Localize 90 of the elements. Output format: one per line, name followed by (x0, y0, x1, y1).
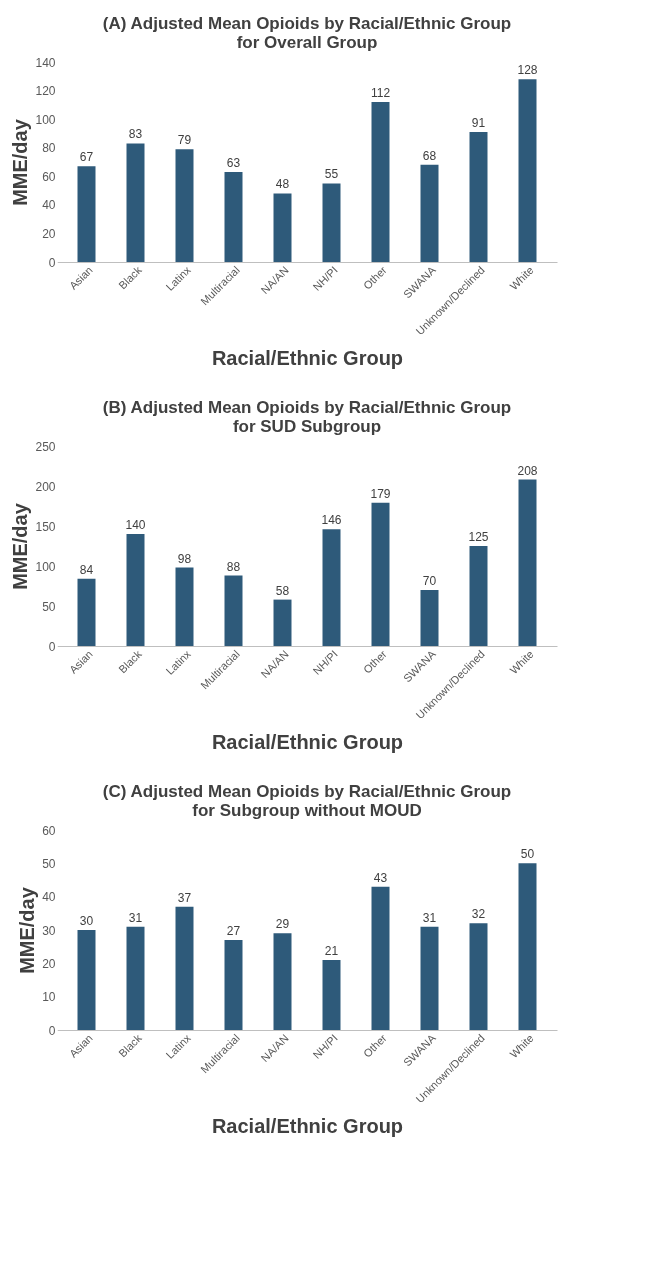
data-label: 91 (471, 116, 486, 130)
y-tick-label: 40 (42, 198, 56, 213)
y-tick-label: 120 (35, 84, 56, 99)
bar (126, 143, 145, 262)
data-label: 31 (128, 910, 143, 925)
data-label: 48 (275, 177, 290, 192)
bar (518, 79, 537, 262)
bar (322, 183, 341, 262)
data-label: 43 (373, 870, 388, 885)
y-tick-label: 60 (42, 823, 56, 838)
bar (469, 546, 488, 646)
x-axis-title: Racial/Ethnic Group (211, 731, 404, 754)
y-tick-label: 50 (42, 599, 56, 614)
y-tick-label: 0 (48, 1023, 56, 1038)
bar (420, 926, 439, 1030)
data-label: 140 (125, 518, 146, 532)
data-label: 21 (324, 944, 339, 958)
data-label: 98 (177, 551, 192, 566)
data-label: 179 (370, 486, 391, 501)
y-tick-label: 20 (42, 956, 56, 971)
bar (322, 529, 341, 646)
data-label: 79 (177, 133, 192, 148)
data-label: 29 (275, 917, 290, 932)
bar (175, 906, 194, 1030)
bar (469, 132, 488, 262)
x-axis-title: Racial/Ethnic Group (211, 347, 404, 370)
bar (77, 930, 96, 1030)
y-tick-label: 200 (35, 479, 56, 494)
data-label: 208 (517, 463, 538, 478)
bar (518, 863, 537, 1030)
data-label: 50 (520, 847, 535, 862)
data-label: 83 (128, 127, 143, 142)
bar (371, 502, 390, 646)
data-label: 30 (79, 914, 94, 928)
y-tick-label: 100 (35, 559, 56, 574)
y-axis-title: MME/day (9, 502, 32, 590)
data-label: 112 (370, 86, 391, 100)
bar (371, 102, 390, 262)
bar (224, 172, 243, 262)
data-label: 84 (79, 562, 94, 577)
data-label: 88 (226, 559, 241, 574)
y-tick-label: 60 (42, 169, 56, 184)
data-label: 37 (177, 890, 192, 905)
chart-title: (C) Adjusted Mean Opioids by Racial/Ethnic Group for Subgroup without MOUD (102, 782, 512, 820)
data-label: 55 (324, 167, 339, 182)
y-tick-label: 80 (42, 141, 56, 156)
data-label: 67 (79, 150, 94, 165)
bar (126, 926, 145, 1030)
chart-title: (B) Adjusted Mean Opioids by Racial/Ethnic Group for SUD Subgroup (102, 398, 512, 436)
bar (126, 534, 145, 646)
bar (175, 149, 194, 262)
y-tick-label: 0 (48, 255, 56, 270)
data-label: 32 (471, 907, 486, 922)
bar (77, 166, 96, 262)
data-label: 68 (422, 148, 437, 163)
bar (175, 567, 194, 646)
data-label: 125 (468, 530, 489, 544)
data-label: 31 (422, 910, 437, 925)
bar (224, 940, 243, 1030)
data-label: 27 (226, 924, 241, 938)
y-tick-label: 150 (35, 519, 56, 534)
y-axis-title: MME/day (9, 118, 32, 206)
bar (273, 193, 292, 262)
y-tick-label: 140 (35, 55, 56, 70)
bar (420, 164, 439, 262)
y-tick-label: 30 (42, 923, 56, 938)
data-label: 128 (517, 63, 538, 78)
bar (322, 960, 341, 1030)
bar (273, 933, 292, 1030)
y-tick-label: 50 (42, 856, 56, 871)
y-tick-label: 100 (35, 112, 56, 127)
x-axis-title: Racial/Ethnic Group (211, 1115, 404, 1138)
bar (273, 599, 292, 646)
y-tick-label: 20 (42, 226, 56, 241)
y-tick-label: 40 (42, 890, 56, 905)
y-axis-title: MME/day (16, 886, 39, 974)
y-tick-label: 10 (42, 990, 56, 1005)
y-tick-label: 0 (48, 639, 56, 654)
bar (224, 575, 243, 646)
data-label: 70 (422, 574, 437, 588)
data-label: 146 (321, 513, 342, 528)
data-label: 63 (226, 156, 241, 170)
bar (371, 886, 390, 1030)
data-label: 58 (275, 583, 290, 598)
bar (420, 590, 439, 646)
y-tick-label: 250 (35, 439, 56, 454)
bar (469, 923, 488, 1030)
chart-title: (A) Adjusted Mean Opioids by Racial/Ethnic Group for Overall Group (102, 14, 512, 52)
bar (518, 479, 537, 646)
bar (77, 578, 96, 646)
